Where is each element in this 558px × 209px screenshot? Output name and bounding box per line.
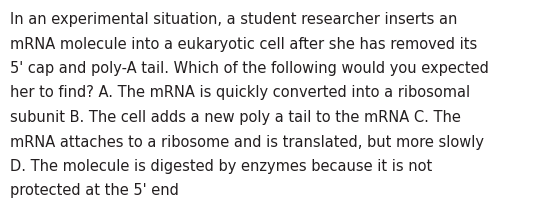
Text: mRNA attaches to a ribosome and is translated, but more slowly: mRNA attaches to a ribosome and is trans… (10, 135, 484, 149)
Text: protected at the 5' end: protected at the 5' end (10, 184, 179, 199)
Text: 5' cap and poly-A tail. Which of the following would you expected: 5' cap and poly-A tail. Which of the fol… (10, 61, 489, 76)
Text: subunit B. The cell adds a new poly a tail to the mRNA C. The: subunit B. The cell adds a new poly a ta… (10, 110, 461, 125)
Text: her to find? A. The mRNA is quickly converted into a ribosomal: her to find? A. The mRNA is quickly conv… (10, 85, 470, 101)
Text: mRNA molecule into a eukaryotic cell after she has removed its: mRNA molecule into a eukaryotic cell aft… (10, 37, 477, 51)
Text: D. The molecule is digested by enzymes because it is not: D. The molecule is digested by enzymes b… (10, 159, 432, 174)
Text: In an experimental situation, a student researcher inserts an: In an experimental situation, a student … (10, 12, 458, 27)
